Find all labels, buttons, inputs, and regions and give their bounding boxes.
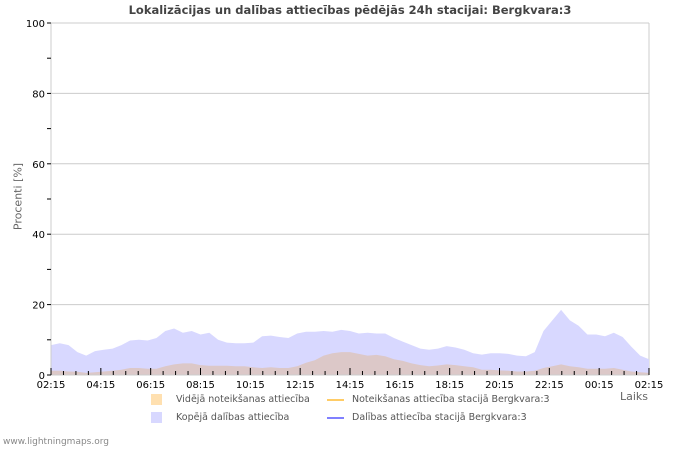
x-tick-label: 06:15 xyxy=(136,380,165,391)
x-tick-label: 04:15 xyxy=(86,380,115,391)
total-participation-area xyxy=(51,309,649,375)
x-tick-label: 08:15 xyxy=(186,380,215,391)
legend-line-icon xyxy=(327,399,344,401)
x-tick-label: 20:15 xyxy=(485,380,514,391)
y-tick-label: 20 xyxy=(32,301,45,312)
y-tick-label: 100 xyxy=(26,19,45,30)
y-tick-label: 60 xyxy=(32,160,45,171)
x-tick-label: 22:15 xyxy=(535,380,564,391)
chart-title: Lokalizācijas un dalības attiecības pēdē… xyxy=(128,3,572,17)
x-tick-label: 00:15 xyxy=(585,380,614,391)
x-tick-label: 02:15 xyxy=(635,380,664,391)
legend-line-icon xyxy=(327,417,344,419)
x-tick-label: 02:15 xyxy=(37,380,66,391)
x-axis-label: Laiks xyxy=(620,390,649,403)
x-tick-label: 12:15 xyxy=(286,380,315,391)
y-tick-label: 0 xyxy=(39,371,45,382)
y-tick-label: 40 xyxy=(32,230,45,241)
x-tick-label: 10:15 xyxy=(236,380,265,391)
footer-link[interactable]: www.lightningmaps.org xyxy=(3,437,109,447)
legend-swatch-icon xyxy=(151,412,162,423)
x-tick-label: 18:15 xyxy=(435,380,464,391)
y-axis-label: Procenti [%] xyxy=(11,162,25,231)
y-tick-label: 80 xyxy=(32,89,45,100)
x-tick-label: 16:15 xyxy=(385,380,414,391)
legend-swatch-icon xyxy=(151,394,162,405)
x-tick-label: 14:15 xyxy=(336,380,365,391)
